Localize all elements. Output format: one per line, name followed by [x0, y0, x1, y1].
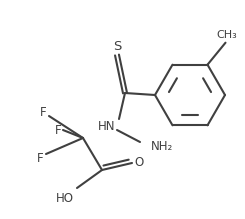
Text: HO: HO	[56, 191, 74, 205]
Text: CH₃: CH₃	[216, 30, 237, 40]
Text: NH₂: NH₂	[151, 140, 173, 152]
Text: F: F	[37, 152, 43, 164]
Text: O: O	[134, 157, 144, 170]
Text: F: F	[40, 106, 46, 118]
Text: F: F	[55, 124, 61, 136]
Text: S: S	[113, 39, 121, 53]
Text: HN: HN	[98, 120, 116, 132]
